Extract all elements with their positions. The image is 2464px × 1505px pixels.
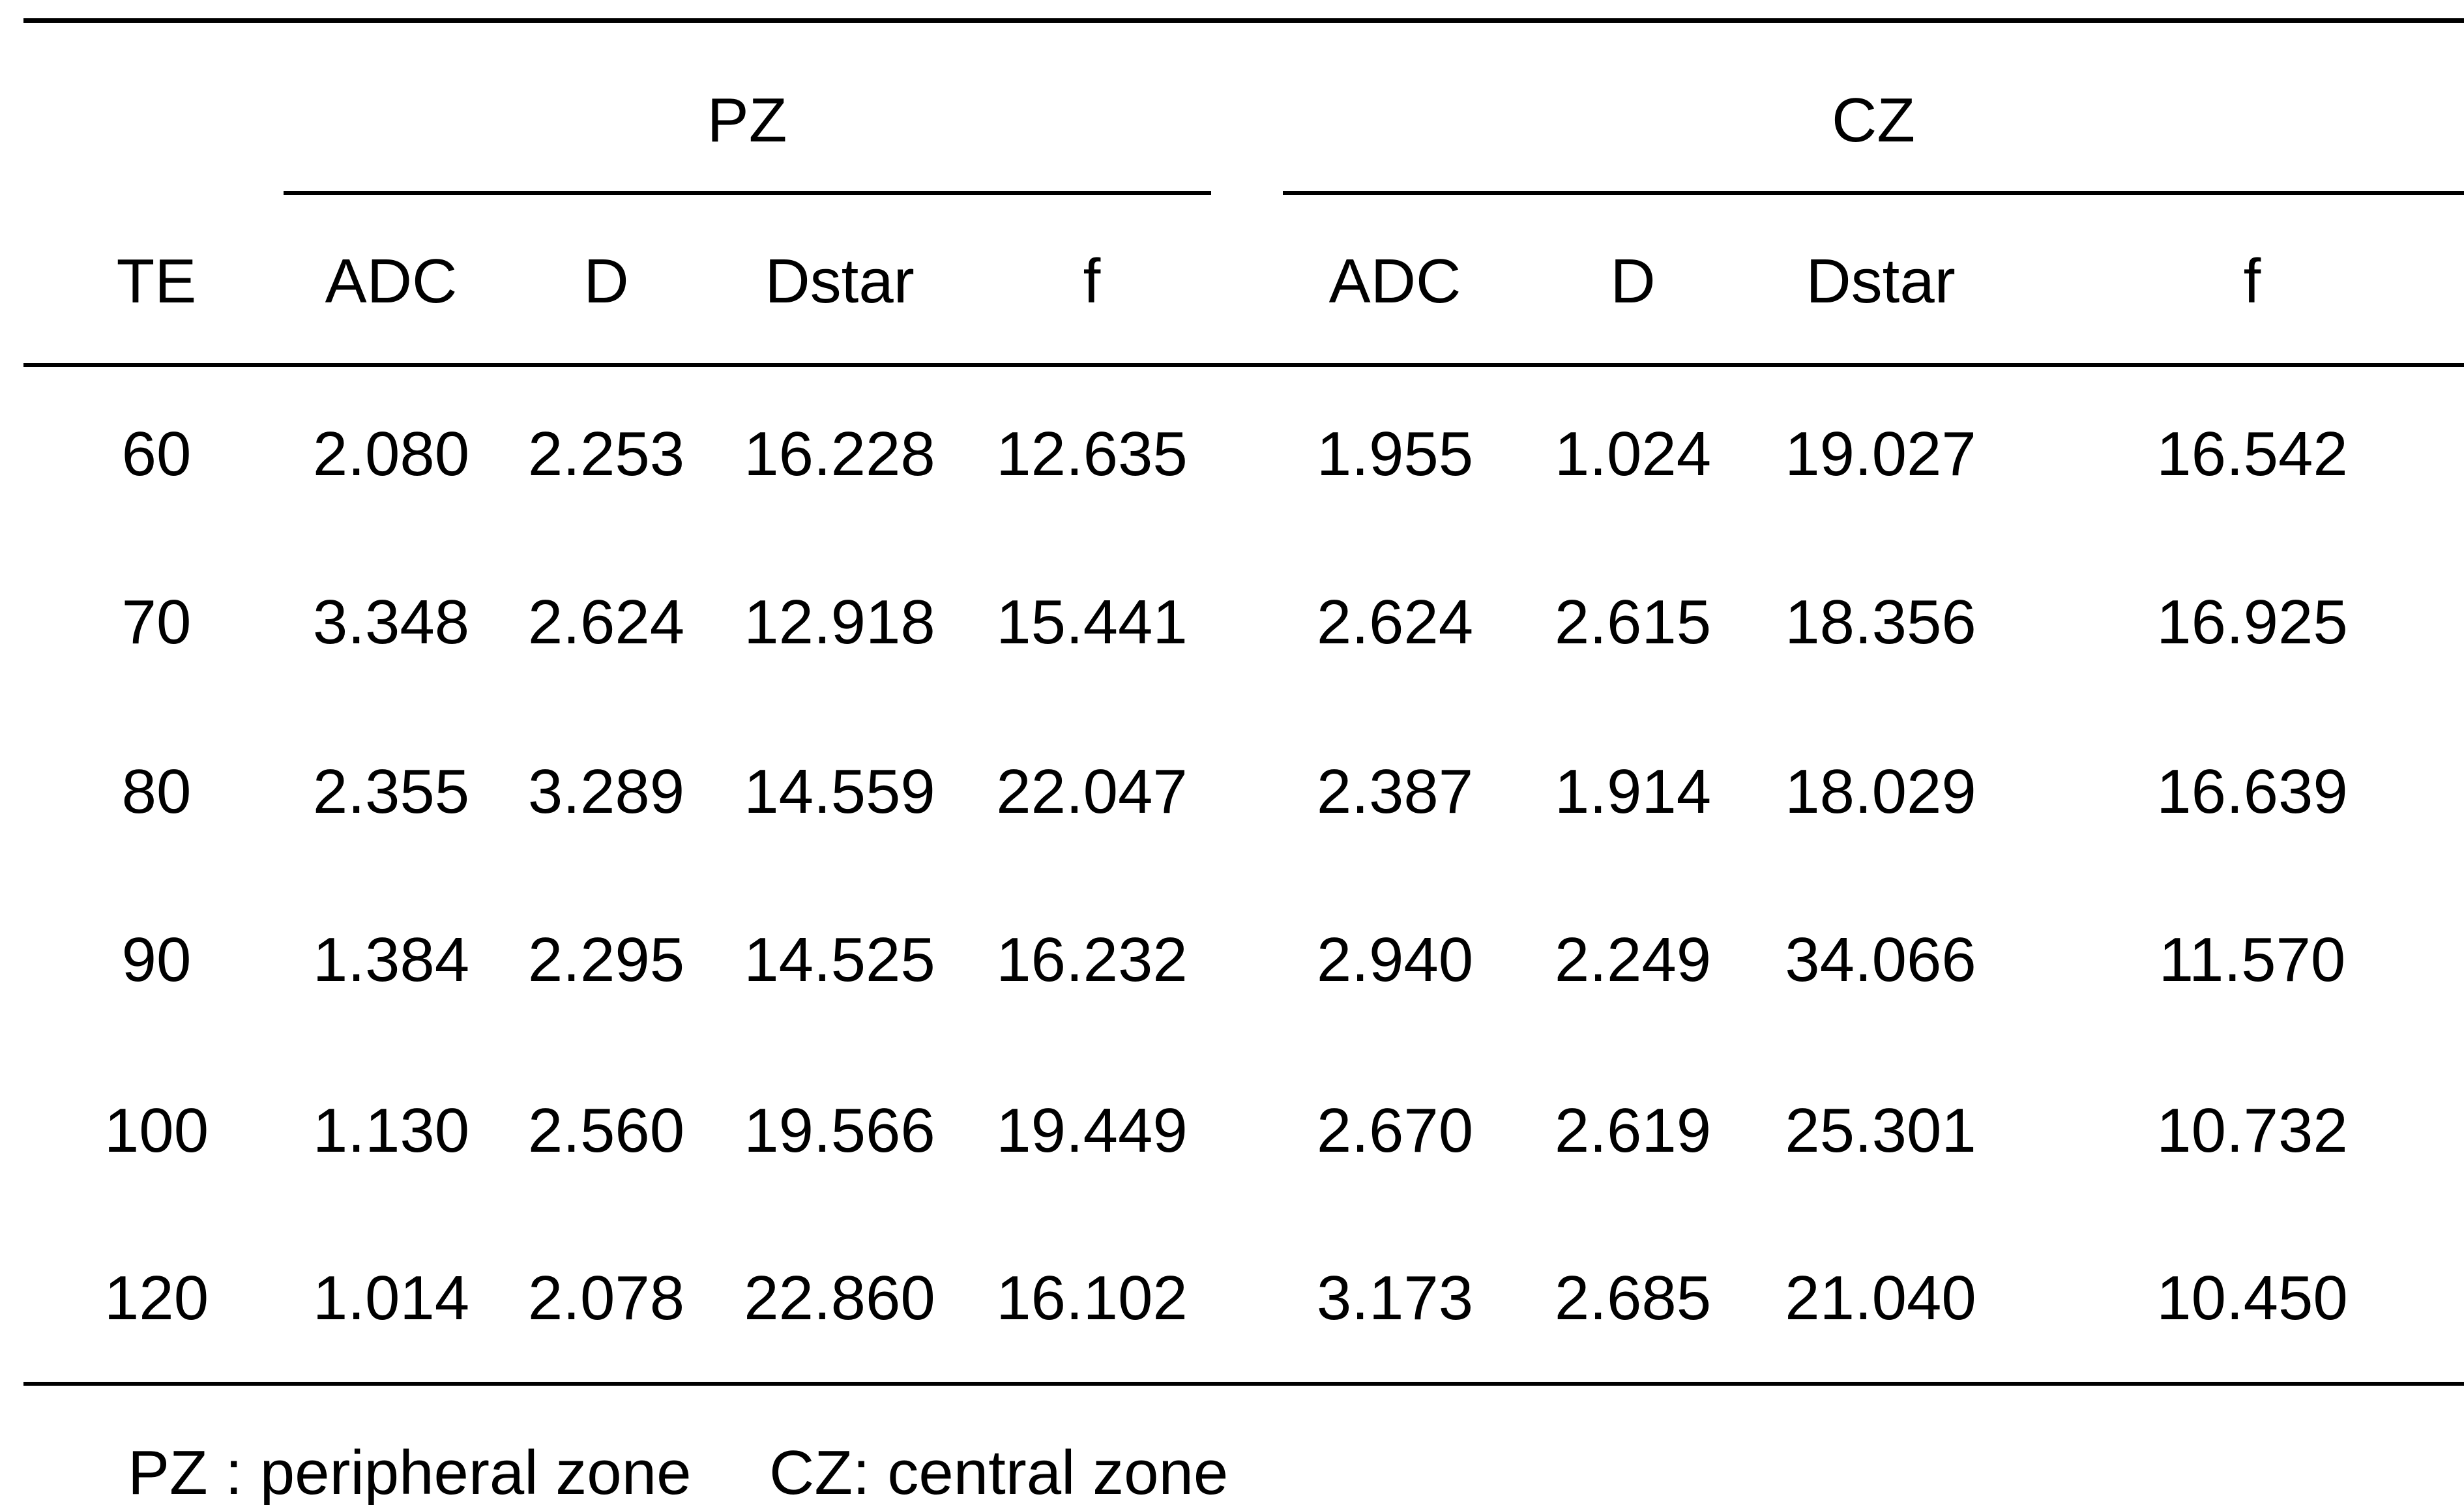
table-cell: 1.024: [1554, 419, 1712, 489]
col-header-pz-dstar: Dstar: [765, 246, 915, 316]
table-cell: 12.635: [996, 419, 1188, 489]
table-cell: 2.249: [1554, 925, 1712, 995]
table-cell: 19.566: [744, 1096, 935, 1165]
row-label: 70: [121, 587, 192, 657]
row-label: 120: [104, 1263, 209, 1333]
col-header-te: TE: [116, 246, 197, 316]
table-cell: 2.685: [1554, 1263, 1712, 1333]
table-cell: 2.619: [1554, 1096, 1712, 1165]
col-header-pz-f: f: [1083, 246, 1101, 316]
table-cell: 12.918: [744, 587, 935, 657]
table-cell: 14.559: [744, 757, 935, 826]
row-label: 100: [104, 1096, 209, 1165]
table-cell: 19.449: [996, 1096, 1188, 1165]
table-cell: 10.732: [2156, 1096, 2348, 1165]
table-cell: 2.624: [527, 587, 685, 657]
table-cell: 1.914: [1554, 757, 1712, 826]
group-header-cz: CZ: [1832, 85, 1915, 155]
col-header-cz-dstar: Dstar: [1806, 246, 1956, 316]
table-cell: 14.525: [744, 925, 935, 995]
table-cell: 22.047: [996, 757, 1188, 826]
col-header-pz-d: D: [583, 246, 629, 316]
table-cell: 25.301: [1785, 1096, 1976, 1165]
table-cell: 16.232: [996, 925, 1188, 995]
top-rule: [23, 18, 2464, 23]
col-header-cz-adc: ADC: [1328, 246, 1461, 316]
table-cell: 18.356: [1785, 587, 1976, 657]
header-rule: [23, 363, 2464, 367]
table-cell: 1.130: [312, 1096, 470, 1165]
col-header-cz-f: f: [2243, 246, 2261, 316]
table-cell: 2.560: [527, 1096, 685, 1165]
table-cell: 1.014: [312, 1263, 470, 1333]
table-cell: 16.639: [2156, 757, 2348, 826]
table-cell: 10.450: [2156, 1263, 2348, 1333]
table-cell: 16.925: [2156, 587, 2348, 657]
col-header-cz-d: D: [1610, 246, 1656, 316]
table-cell: 2.940: [1316, 925, 1474, 995]
table-cell: 1.955: [1316, 419, 1474, 489]
table-cell: 2.078: [527, 1263, 685, 1333]
table-cell: 3.289: [527, 757, 685, 826]
table-cell: 15.441: [996, 587, 1188, 657]
table-cell: 3.173: [1316, 1263, 1474, 1333]
table-cell: 2.615: [1554, 587, 1712, 657]
table-cell: 34.066: [1785, 925, 1976, 995]
table-cell: 2.387: [1316, 757, 1474, 826]
table-cell: 2.253: [527, 419, 685, 489]
row-label: 60: [121, 419, 192, 489]
table-cell: 16.228: [744, 419, 935, 489]
table-cell: 19.027: [1785, 419, 1976, 489]
table-cell: 1.384: [312, 925, 470, 995]
row-label: 90: [121, 925, 192, 995]
table-cell: 18.029: [1785, 757, 1976, 826]
table-cell: 2.670: [1316, 1096, 1474, 1165]
table-cell: 2.624: [1316, 587, 1474, 657]
table-cell: 2.355: [312, 757, 470, 826]
table-cell: 16.102: [996, 1263, 1188, 1333]
table-cell: 16.542: [2156, 419, 2348, 489]
cz-group-underline: [1283, 191, 2464, 195]
footnote-cz: CZ: central zone: [769, 1438, 1229, 1505]
footnote-pz: PZ : peripheral zone: [128, 1438, 692, 1505]
table-cell: 2.295: [527, 925, 685, 995]
bottom-rule: [23, 1382, 2464, 1386]
table-cell: 22.860: [744, 1263, 935, 1333]
pz-group-underline: [284, 191, 1211, 195]
table-cell: 11.570: [2158, 925, 2346, 995]
col-header-pz-adc: ADC: [325, 246, 458, 316]
group-header-pz: PZ: [707, 85, 787, 155]
table-cell: 2.080: [312, 419, 470, 489]
row-label: 80: [121, 757, 192, 826]
table-cell: 21.040: [1785, 1263, 1976, 1333]
table-cell: 3.348: [312, 587, 470, 657]
